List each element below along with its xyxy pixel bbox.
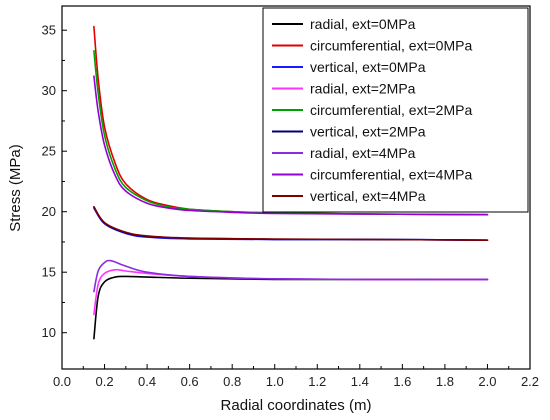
- legend-label: circumferential, ext=0MPa: [310, 38, 472, 54]
- x-tick-label: 1.0: [266, 374, 284, 389]
- x-tick-label: 0.2: [96, 374, 114, 389]
- x-tick-label: 0.4: [138, 374, 156, 389]
- legend-items: radial, ext=0MPa circumferential, ext=0MP…: [272, 16, 472, 204]
- y-tick-label: 15: [42, 265, 56, 280]
- y-tick-label: 30: [42, 83, 56, 98]
- x-tick-label: 1.2: [308, 374, 326, 389]
- y-axis-title: Stress (MPa): [7, 144, 24, 232]
- y-axis-ticks: 10 15 20 25 30 35: [42, 23, 67, 340]
- legend-label: circumferential, ext=2MPa: [310, 102, 472, 118]
- plot-area: 0.0 0.2 0.4 0.6 0.8 1.0 1.2 1.4 1.6 1.8 2.0 2.2 101…: [42, 5, 539, 389]
- x-tick-label: 2.0: [478, 374, 496, 389]
- legend-label: radial, ext=4MPa: [310, 145, 416, 161]
- x-tick-label: 0.0: [53, 374, 71, 389]
- series-line-1: [93, 275, 489, 340]
- x-tick-label: 2.2: [521, 374, 539, 389]
- y-tick-label: 20: [42, 204, 56, 219]
- x-tick-label: 0.6: [181, 374, 199, 389]
- x-axis-title: Radial coordinates (m): [221, 397, 372, 414]
- series-line-9: [93, 206, 489, 241]
- x-tick-label: 0.8: [223, 374, 241, 389]
- x-tick-label: 1.8: [436, 374, 454, 389]
- series-line-7: [93, 259, 489, 293]
- x-tick-label: 1.6: [393, 374, 411, 389]
- legend-label: vertical, ext=4MPa: [310, 188, 426, 204]
- y-tick-label: 25: [42, 144, 56, 159]
- series-line-4: [93, 268, 489, 316]
- x-tick-label: 1.4: [351, 374, 369, 389]
- legend-label: circumferential, ext=4MPa: [310, 167, 472, 183]
- x-axis-ticks: 0.0 0.2 0.4 0.6 0.8 1.0 1.2 1.4 1.6 1.8 2.0 2.2: [53, 364, 539, 389]
- legend-label: radial, ext=2MPa: [310, 81, 416, 97]
- series-group: [93, 25, 489, 340]
- y-tick-label: 35: [42, 23, 56, 38]
- legend-label: vertical, ext=2MPa: [310, 124, 426, 140]
- series-line-8: [93, 75, 489, 216]
- legend-label: radial, ext=0MPa: [310, 16, 416, 32]
- y-tick-label: 10: [42, 325, 56, 340]
- legend-frame: [262, 7, 529, 213]
- legend: radial, ext=0MPa circumferential, ext=0MP…: [262, 7, 529, 213]
- legend-label: vertical, ext=0MPa: [310, 59, 426, 75]
